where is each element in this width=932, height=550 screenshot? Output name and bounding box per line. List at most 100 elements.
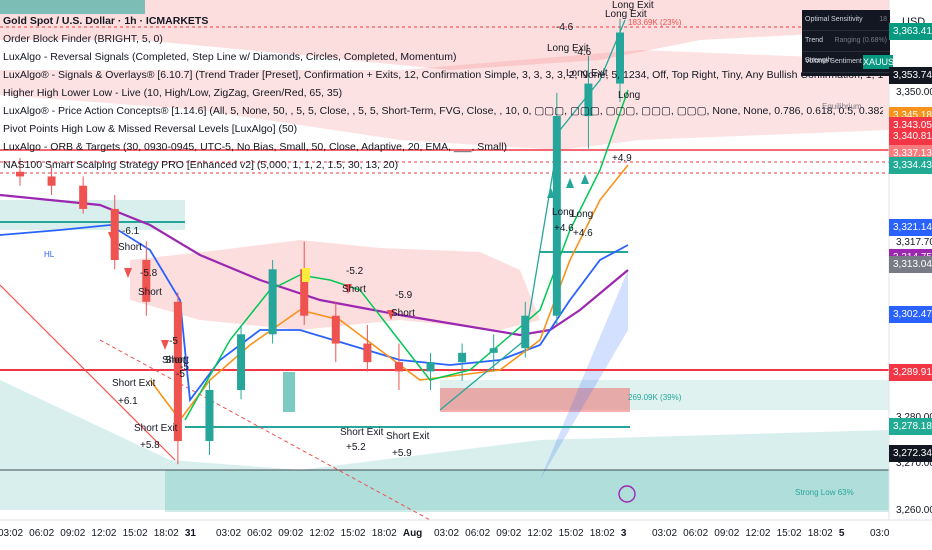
trade-annotation: Short Exit xyxy=(134,423,178,434)
candle-body xyxy=(79,185,88,209)
candle-body xyxy=(394,362,403,372)
candle-body xyxy=(47,176,56,186)
upper-red-cloud xyxy=(0,0,889,70)
mid-red-cloud xyxy=(130,240,540,330)
candle-body xyxy=(584,83,593,117)
alert-icon xyxy=(618,485,636,503)
trade-annotation: -5.2 xyxy=(346,266,364,277)
price-axis-label: 3,334.43 xyxy=(889,157,932,175)
price-axis-label: 3,317.70 xyxy=(896,236,932,248)
zone-label: 269.09K (39%) xyxy=(628,393,682,402)
trade-annotation: Short xyxy=(342,284,366,295)
trade-annotation: Long xyxy=(552,207,575,218)
candle-body xyxy=(521,315,530,349)
strong-low-zone xyxy=(165,470,889,512)
candle-body xyxy=(552,116,561,316)
short-signal-marker xyxy=(387,310,395,320)
short-signal-marker xyxy=(108,232,116,242)
red-order-block xyxy=(440,388,630,412)
price-axis-label: 3,363.41 xyxy=(889,22,932,40)
candle-body xyxy=(616,32,624,84)
trade-annotation: Short Exit xyxy=(112,378,156,389)
trade-annotation: -6.1 xyxy=(122,226,140,237)
long-signal-marker xyxy=(566,178,574,188)
trade-annotation: +4.6 xyxy=(573,228,593,239)
short-signal-marker xyxy=(161,340,169,350)
trade-annotation: -5 xyxy=(169,336,178,347)
ema-purple xyxy=(0,193,629,337)
time-axis-label: Aug xyxy=(402,528,423,539)
time-axis-label: 18:02 xyxy=(153,528,179,539)
time-axis-label: 18:02 xyxy=(589,528,615,539)
trade-annotation: -5 xyxy=(176,369,185,380)
dashboard-row: Optimal Sensitivity 18 xyxy=(802,10,890,31)
time-axis-label: 15:02 xyxy=(122,528,148,539)
signal-markers xyxy=(108,174,636,503)
trade-annotation: Long Exit xyxy=(605,9,647,20)
trade-annotation: -5.8 xyxy=(140,268,158,279)
zone-label: HL xyxy=(44,250,55,259)
candle-body xyxy=(426,362,435,372)
time-axis-label: 15:02 xyxy=(558,528,584,539)
long-signal-marker xyxy=(547,188,555,198)
trade-annotation: Short xyxy=(162,355,186,366)
trade-annotation: Long xyxy=(618,90,641,101)
trade-annotation: -4.6 xyxy=(556,22,574,33)
time-axis-label: 18:02 xyxy=(371,528,397,539)
trade-annotation: Long xyxy=(571,209,594,220)
trade-annotation: Short Exit xyxy=(386,431,430,442)
demand-zone xyxy=(440,380,889,410)
zone-label: 183.69K (23%) xyxy=(628,18,682,27)
candle-body xyxy=(16,171,24,177)
dashboard-row: Trend Strength Ranging (0.68%) xyxy=(802,31,890,64)
candle-body xyxy=(300,269,309,316)
time-axis-label: 03:02 xyxy=(0,528,24,539)
candle-body xyxy=(489,348,498,353)
time-axis-label: 06:02 xyxy=(247,528,273,539)
price-axis-label: 3,280.00 xyxy=(896,412,932,423)
price-axis-label: 3,340.81 xyxy=(889,127,932,145)
trade-annotation: +5.8 xyxy=(140,440,160,451)
time-axis-label: 03:02 xyxy=(216,528,242,539)
trade-annotation: Short xyxy=(118,242,142,253)
upper-red-cloud-inner xyxy=(0,50,889,150)
top-green-zone xyxy=(0,0,145,14)
trade-annotation: -4.6 xyxy=(574,47,592,58)
time-axis-label: 12:02 xyxy=(309,528,335,539)
short-signal-marker xyxy=(124,268,132,278)
time-axis-label: 3 xyxy=(620,528,627,539)
dashboard-label: Trend Strength xyxy=(805,37,832,64)
time-axis-label: 09:02 xyxy=(714,528,740,539)
short-signal-marker xyxy=(344,284,352,294)
time-axis-label: 5 xyxy=(838,528,845,539)
time-axis-label: 03:0 xyxy=(870,528,890,539)
ema-blue xyxy=(0,224,629,403)
time-axis-label: 09:02 xyxy=(496,528,522,539)
trade-annotation: +6.1 xyxy=(118,396,138,407)
price-axis-label: 3,321.14 xyxy=(889,218,932,236)
time-axis-label: 12:02 xyxy=(745,528,771,539)
price-axis-label: 3,302.47 xyxy=(889,305,932,323)
time-axis-label: 12:02 xyxy=(527,528,553,539)
time-axis-label: 31 xyxy=(184,528,196,539)
candle-body xyxy=(363,343,372,363)
time-axis-label: 12:02 xyxy=(91,528,117,539)
trade-annotation: +4.9 xyxy=(612,153,632,164)
time-axis-label: 03:02 xyxy=(652,528,678,539)
dashboard-value: 18 xyxy=(879,16,887,23)
time-axis-label: 09:02 xyxy=(60,528,86,539)
time-axis-label: 18:02 xyxy=(807,528,833,539)
zone-label: Strong Low 63% xyxy=(795,488,854,497)
time-axis-label: 06:02 xyxy=(465,528,491,539)
time-axis-label: 15:02 xyxy=(776,528,802,539)
time-axis-label: 09:02 xyxy=(278,528,304,539)
symbol-badge[interactable]: XAUUSD xyxy=(863,55,901,69)
yellow-diamond xyxy=(302,268,310,282)
time-axis-label: 06:02 xyxy=(29,528,55,539)
trendline-red xyxy=(0,284,176,461)
bottom-green-zone xyxy=(0,380,889,510)
dashboard-label: Volume Sentiment xyxy=(805,58,862,65)
trade-annotation: -5 xyxy=(180,362,189,373)
trade-annotation: -5.9 xyxy=(395,290,413,301)
